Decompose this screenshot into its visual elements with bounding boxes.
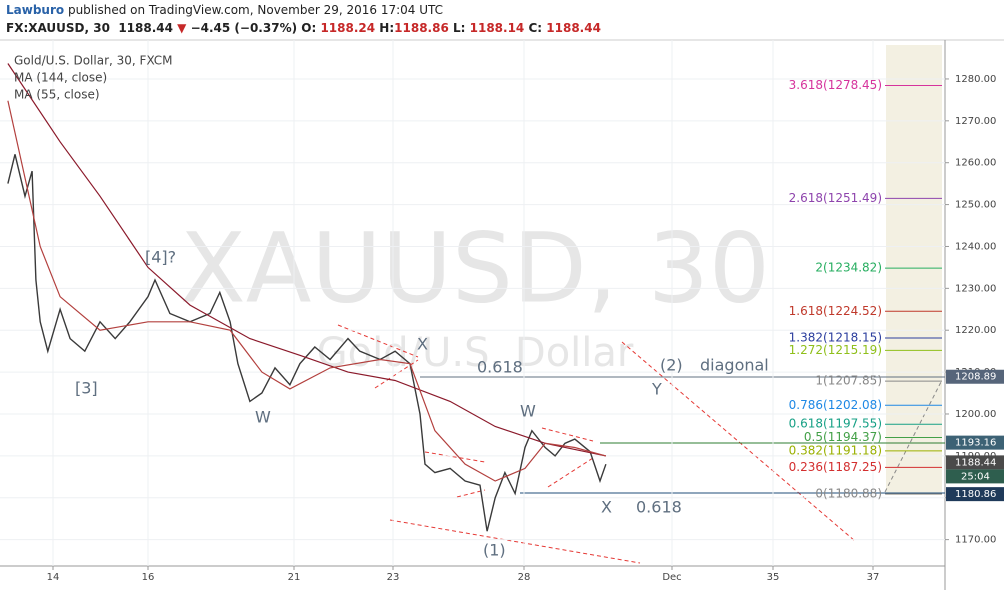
x-tick-label: 28 xyxy=(518,572,531,583)
o-label: O: xyxy=(301,21,317,35)
price-badge-label: 1208.89 xyxy=(955,372,996,383)
legend-entry: MA (55, close) xyxy=(14,88,100,102)
fib-label: 0.786(1202.08) xyxy=(789,398,882,412)
header: Lawburo published on TradingView.com, No… xyxy=(0,0,1004,40)
annotation: diagonal xyxy=(700,356,769,375)
y-tick-label: 1280.00 xyxy=(955,74,996,85)
y-tick-label: 1240.00 xyxy=(955,241,996,252)
fib-label: 0.382(1191.18) xyxy=(789,443,882,457)
annotation: W xyxy=(255,408,271,427)
x-tick-label: 14 xyxy=(47,572,60,583)
x-tick-label: 23 xyxy=(387,572,400,583)
y-tick-label: 1260.00 xyxy=(955,158,996,169)
annotation: X xyxy=(601,498,612,517)
fib-label: 0(1180.88) xyxy=(815,487,882,501)
low: 1188.14 xyxy=(469,21,525,35)
watermark: XAUUSD, 30 xyxy=(180,212,770,324)
y-tick-label: 1250.00 xyxy=(955,200,996,211)
close: 1188.44 xyxy=(546,21,601,35)
change: −4.45 (−0.37%) xyxy=(190,21,298,35)
annotation: W xyxy=(520,402,536,421)
arrow: ▼ xyxy=(177,21,187,35)
price-badge-label: 1188.44 xyxy=(955,457,996,468)
drawings xyxy=(337,324,943,564)
y-tick-label: 1200.00 xyxy=(955,409,996,420)
x-tick-label: Dec xyxy=(662,572,681,583)
symbol: FX:XAUUSD, 30 xyxy=(6,21,110,35)
y-tick-label: 1230.00 xyxy=(955,283,996,294)
annotation: Y xyxy=(651,380,662,399)
series-line xyxy=(7,100,607,482)
annotation: [4]? xyxy=(145,248,176,267)
fib-label: 0.5(1194.37) xyxy=(804,430,882,444)
x-tick-label: 21 xyxy=(288,572,301,583)
y-tick-label: 1220.00 xyxy=(955,325,996,336)
fib-label: 0.236(1187.25) xyxy=(789,460,882,474)
fib-label: 2.618(1251.49) xyxy=(789,191,882,205)
fib-label: 1.382(1218.15) xyxy=(789,330,882,344)
annotation: (1) xyxy=(483,541,506,560)
x-tick-label: 16 xyxy=(142,572,155,583)
price-badge xyxy=(946,369,1004,384)
open: 1188.24 xyxy=(320,21,376,35)
high: 1188.86 xyxy=(394,21,449,35)
annotation: 0.618 xyxy=(477,358,523,377)
annotation: 0.618 xyxy=(636,498,682,517)
author[interactable]: Lawburo xyxy=(6,3,65,17)
y-tick-label: 1270.00 xyxy=(955,116,996,127)
fib-label: 2(1234.82) xyxy=(815,261,882,275)
legend-entry: Gold/U.S. Dollar, 30, FXCM xyxy=(14,54,173,68)
legend: Gold/U.S. Dollar, 30, FXCM MA (144, clos… xyxy=(14,54,173,102)
series-line xyxy=(7,63,607,457)
price-badge-label: 1180.86 xyxy=(955,489,996,500)
plot-bg xyxy=(0,40,945,566)
price-badge xyxy=(946,487,1004,502)
c-label: C: xyxy=(528,21,543,35)
fib-label: 1.272(1215.19) xyxy=(789,343,882,357)
annotation: (2) xyxy=(660,356,683,375)
target-zone xyxy=(886,45,942,495)
watermark-sub: Gold/U.S. Dollar xyxy=(317,330,634,376)
legend-entry: MA (144, close) xyxy=(14,71,107,85)
publish-line: Lawburo published on TradingView.com, No… xyxy=(6,3,443,17)
price-badge xyxy=(946,455,1004,470)
fib-label: 1(1207.85) xyxy=(815,374,882,388)
x-tick-label: 35 xyxy=(767,572,780,583)
y-tick-label: 1170.00 xyxy=(955,535,996,546)
last: 1188.44 xyxy=(118,21,173,35)
price-badge-label: 1193.16 xyxy=(955,438,996,449)
x-tick-label: 37 xyxy=(867,572,880,583)
published: published on TradingView.com, November 2… xyxy=(67,3,444,17)
fib-label: 0.618(1197.55) xyxy=(789,417,882,431)
countdown-badge xyxy=(946,469,1004,484)
countdown: 25:04 xyxy=(961,471,990,482)
price-badge xyxy=(946,435,1004,450)
quote-line: FX:XAUUSD, 30 1188.44 ▼ −4.45 (−0.37%) O… xyxy=(6,21,601,35)
annotation: X xyxy=(417,335,428,354)
annotation: [3] xyxy=(75,379,98,398)
fib-label: 3.618(1278.45) xyxy=(789,78,882,92)
h-label: H: xyxy=(379,21,395,35)
fib-label: 1.618(1224.52) xyxy=(789,304,882,318)
l-label: L: xyxy=(452,21,466,35)
